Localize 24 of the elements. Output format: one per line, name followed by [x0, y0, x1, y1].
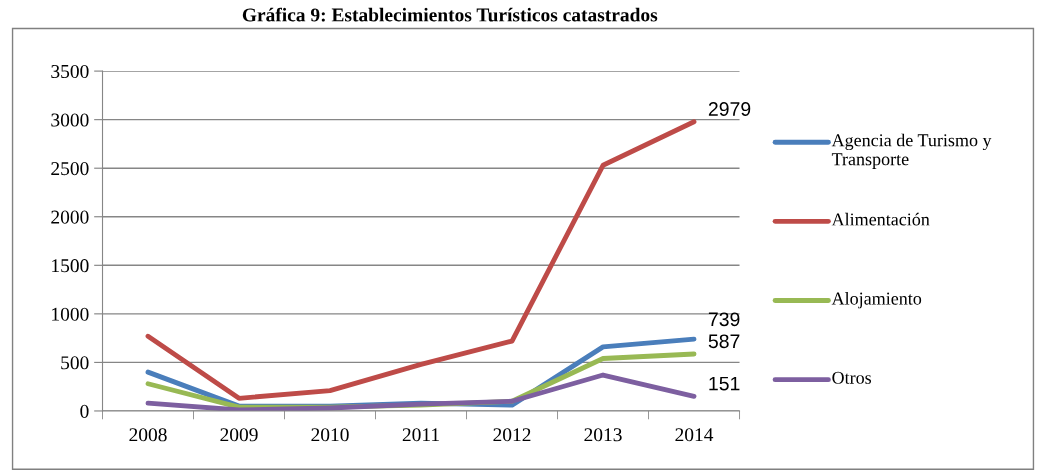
y-tick-label: 3000 [51, 113, 89, 127]
x-tick-label: 2014 [675, 428, 714, 442]
legend-label: Alojamiento [831, 291, 922, 309]
x-tick-label: 2011 [402, 428, 439, 442]
legend-label: Otros [832, 371, 872, 384]
y-tick-label: 2500 [51, 162, 89, 176]
y-tick-label: 1000 [52, 307, 89, 321]
data-label: 2979 [708, 102, 751, 116]
data-label: 587 [708, 334, 740, 349]
data-label: 151 [709, 376, 740, 391]
y-tick-label: 0 [80, 404, 89, 418]
y-tick-label: 1500 [52, 259, 89, 273]
y-tick-label: 2000 [51, 210, 89, 224]
x-tick-label: 2008 [129, 428, 167, 442]
x-tick-label: 2012 [493, 428, 531, 442]
x-tick-label: 2013 [584, 428, 622, 442]
legend-label: Agencia de Turismo y Transporte [831, 133, 992, 169]
x-tick-label: 2009 [220, 428, 258, 442]
chart-title: Gráfica 9: Establecimientos Turísticos catastrados [242, 7, 658, 22]
x-tick-label: 2010 [311, 428, 349, 442]
y-tick-label: 500 [61, 356, 89, 370]
data-label: 739 [708, 312, 740, 327]
legend-label: Alimentación [831, 212, 930, 226]
y-tick-label: 3500 [51, 64, 89, 79]
